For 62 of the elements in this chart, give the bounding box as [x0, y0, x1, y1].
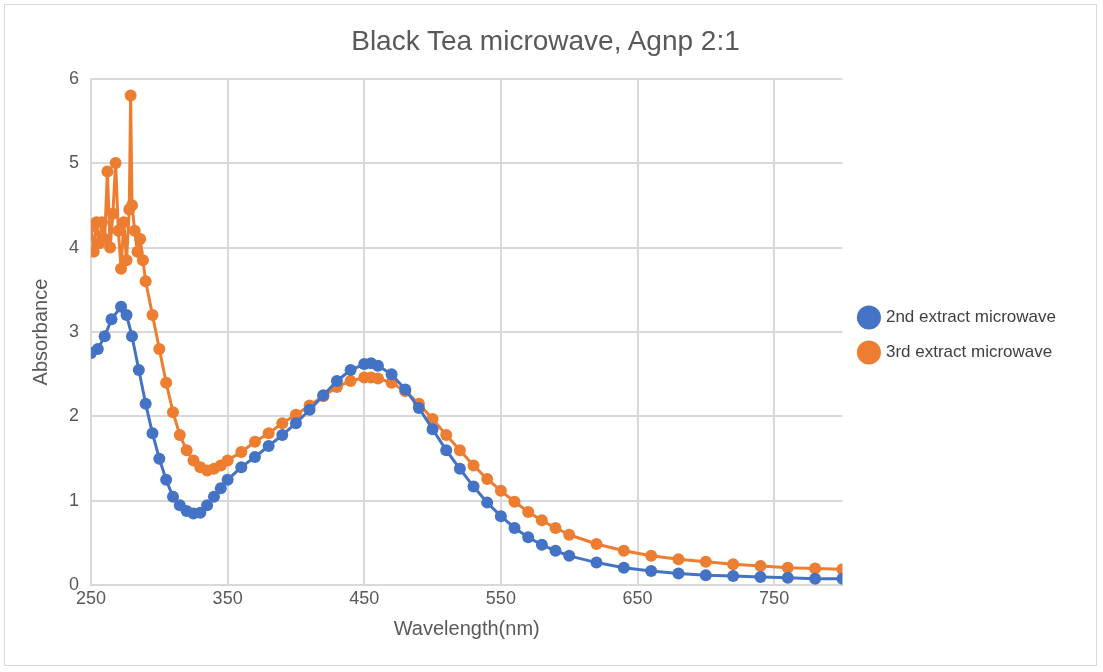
point [289, 417, 302, 430]
point [535, 538, 548, 551]
point [153, 452, 166, 465]
point [699, 569, 712, 582]
x-tick-label: 650 [622, 588, 653, 609]
legend-label: 2nd extract microwave [885, 307, 1057, 327]
point [120, 309, 133, 322]
point [426, 423, 439, 436]
x-tick-label: 550 [485, 588, 516, 609]
point [412, 402, 425, 415]
y-tick-label: 2 [69, 405, 80, 426]
point [214, 482, 227, 495]
point [166, 490, 179, 503]
point [132, 364, 145, 377]
point [385, 368, 398, 381]
point [481, 496, 494, 509]
y-tick-label: 5 [69, 152, 80, 173]
point [146, 427, 159, 440]
point [440, 444, 453, 457]
legend-label: 3rd extract microwave [885, 342, 1053, 362]
point [522, 531, 535, 544]
point [645, 565, 658, 578]
point [494, 510, 507, 523]
point [105, 313, 118, 326]
x-axis-title: Wavelength(nm) [393, 616, 540, 639]
point [508, 521, 521, 534]
point [590, 556, 603, 569]
point [235, 461, 248, 474]
point [201, 499, 214, 512]
y-tick-label: 1 [69, 489, 80, 510]
point [727, 570, 740, 583]
point [160, 473, 173, 486]
x-tick-label: 450 [349, 588, 380, 609]
point [330, 374, 343, 387]
chart-title: Black Tea microwave, Agnp 2:1 [351, 24, 740, 56]
point [453, 462, 466, 475]
y-tick-label: 6 [69, 67, 80, 88]
point [809, 572, 822, 585]
point [276, 429, 289, 442]
y-tick-label: 4 [69, 236, 80, 257]
point [98, 330, 111, 343]
point [91, 342, 104, 355]
point [754, 570, 767, 583]
point [467, 480, 480, 493]
x-tick-label: 350 [212, 588, 243, 609]
point [115, 300, 128, 313]
point [262, 440, 275, 453]
point [781, 571, 794, 584]
point [139, 397, 152, 410]
point [126, 330, 138, 343]
point [221, 473, 234, 486]
y-axis-title: Absorbance [28, 278, 51, 386]
x-tick-label: 750 [759, 588, 790, 609]
point [303, 403, 316, 416]
point [617, 561, 630, 574]
y-tick-label: 3 [69, 320, 80, 341]
point [672, 567, 685, 580]
point [549, 544, 562, 557]
point [248, 451, 261, 464]
point [344, 364, 357, 377]
point [207, 490, 220, 503]
point [563, 549, 576, 562]
